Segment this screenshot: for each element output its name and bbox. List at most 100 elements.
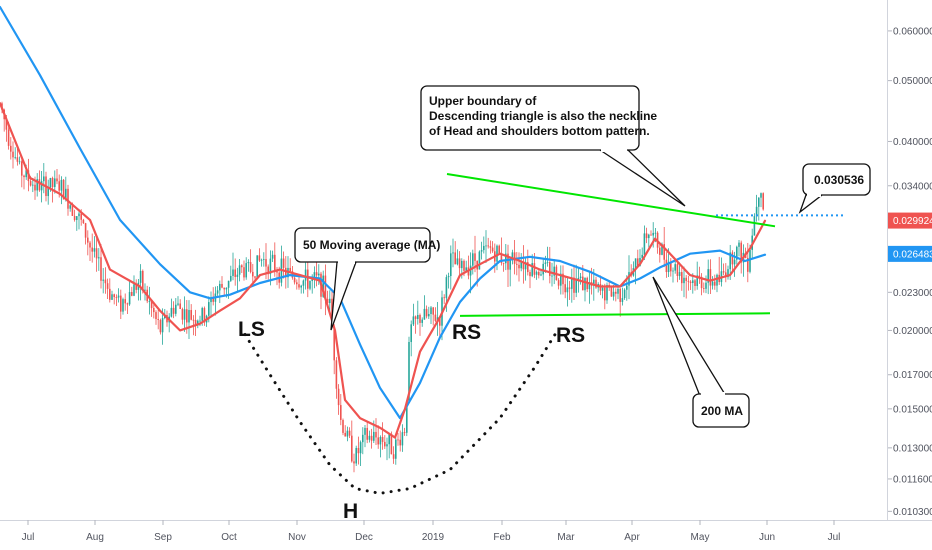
candle-body [384,441,386,447]
candle-body [234,269,236,277]
candle-body [703,288,705,289]
candle-body [155,312,157,320]
candle-body [568,287,571,289]
candle-body [232,269,234,276]
candle-body [95,248,98,259]
candle-body [329,298,331,304]
candle-body [692,280,694,284]
candle-body [69,205,71,209]
candle-body [148,300,151,302]
candle-body [133,284,135,296]
candle-body [403,432,406,433]
candle-body [71,205,74,216]
candle-body [641,254,643,258]
candle-body [722,271,725,273]
candle-body [249,262,252,272]
candle-body [425,308,428,317]
candle-body [16,157,19,162]
candle-body [34,184,36,191]
price-badge-box [888,212,932,229]
candle-body [100,257,102,281]
candle-body [491,247,494,252]
candle-body [18,161,21,163]
candle-body [474,253,476,261]
price-badge-box [888,245,932,262]
callout-ma50-box [294,227,431,263]
ma200-line [0,5,767,420]
candle-body [483,245,485,251]
candle-body [227,280,230,288]
candle-body [245,263,247,278]
candle-body [98,257,100,259]
candle-body [621,298,624,302]
candle-body [296,282,298,285]
candle-body [731,252,734,265]
candle-body [762,193,764,210]
candle-body [51,177,54,188]
candle-body [419,315,421,323]
candle-body [236,274,239,277]
price-badge-label: 0.026483 [893,249,932,260]
candle-body [188,310,190,323]
candle-body [230,275,232,281]
candle-body [170,307,173,317]
callout-triangle-line-3: of Head and shoulders bottom pattern. [429,124,650,138]
candle-body [362,434,364,443]
candle-body [445,277,448,299]
candle-body [648,234,650,239]
candle-body [276,271,278,273]
left-shoulder-label: LS [238,318,265,341]
candle-body [102,279,104,281]
callout-triangle-pointer [597,149,686,207]
price-badges: 0.029924 0.026483 [888,212,932,262]
candle-body [700,276,703,289]
candle-body [705,282,707,289]
candle-body [302,280,305,286]
price-tick-label: 0.015000 [893,404,932,415]
candle-body [212,297,214,302]
candle-body [711,281,714,286]
candle-body [381,437,384,442]
candle-body [593,279,595,286]
candle-body [507,253,509,270]
candle-body [584,277,586,291]
candle-body [104,279,107,284]
trendline-upper-boundary [446,173,776,228]
candle-body [56,178,58,182]
candle-body [738,242,740,247]
candle-body [60,179,63,191]
time-tick-label: Mar [557,532,575,543]
candle-body [397,439,399,441]
candle-body [573,277,575,293]
time-tick-label: May [691,532,710,543]
candle-body [714,281,716,286]
candle-body [353,461,355,464]
candle-body [401,432,404,446]
candle-body [340,405,342,420]
candle-body [109,288,111,300]
candle-body [260,259,263,261]
candle-body [375,431,377,438]
candle-body [456,258,459,265]
candle-body [428,314,430,317]
candle-body [399,439,401,446]
candle-body [265,259,267,267]
callout-price-box [802,163,871,196]
candle-body [755,206,758,217]
candle-body [672,270,674,272]
candle-body [359,442,362,454]
candle-body [546,262,549,263]
candle-body [650,234,652,236]
candle-body [571,277,573,289]
candle-body [126,303,129,305]
callout-ma200-mask [701,392,725,397]
candle-body [271,254,274,259]
candle-body [564,284,566,293]
candle-body [489,246,492,248]
candle-body [203,308,206,323]
candle-body [390,433,393,455]
candle-body [502,262,505,264]
candle-body [520,261,522,269]
candle-body [654,232,657,234]
